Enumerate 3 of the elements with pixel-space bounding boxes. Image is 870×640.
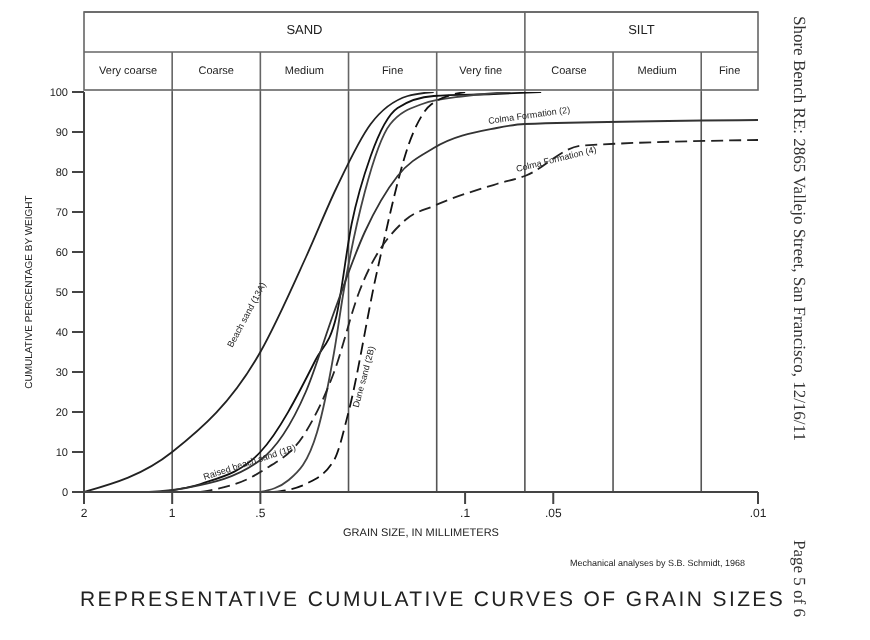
text: Shore Bench RE: 2865 Vallejo Street, San Francisco, 12/16/11	[790, 16, 810, 441]
text: REPRESENTATIVE CUMULATIVE CURVES OF GRAIN SIZES	[80, 588, 786, 612]
text: Page 5 of 6	[790, 540, 810, 617]
